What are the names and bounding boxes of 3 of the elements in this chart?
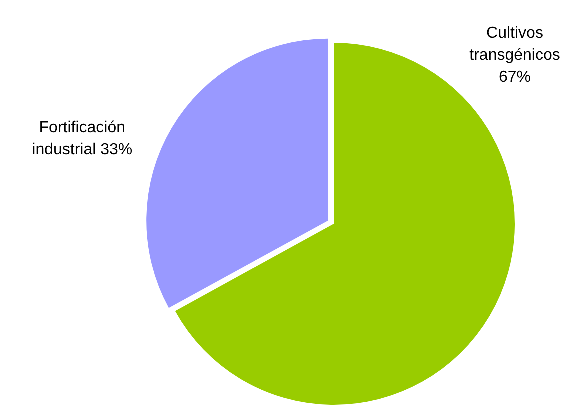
- slice-label: Cultivos transgénicos: [470, 25, 560, 64]
- slice-label: Fortificación industrial 33%: [32, 119, 133, 158]
- data-label: 67%: [498, 69, 532, 86]
